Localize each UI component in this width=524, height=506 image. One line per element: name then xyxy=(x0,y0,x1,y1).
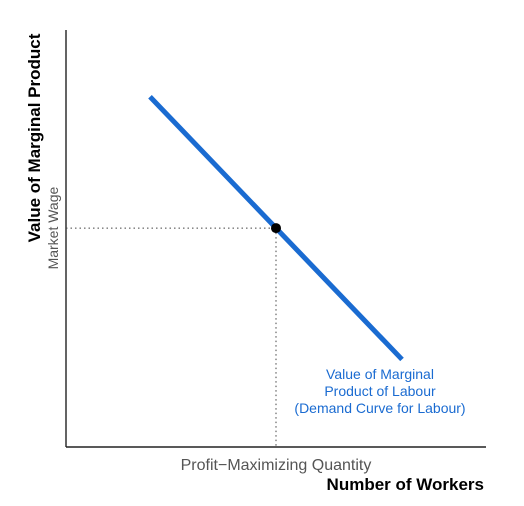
y-tick-label: Market Wage xyxy=(45,186,61,269)
curve-label-line-3: (Demand Curve for Labour) xyxy=(294,400,465,416)
x-axis-title: Number of Workers xyxy=(327,475,484,494)
curve-label-line-1: Value of Marginal xyxy=(326,366,434,382)
x-tick-label: Profit−Maximizing Quantity xyxy=(181,457,372,474)
equilibrium-point xyxy=(271,223,281,234)
curve-label-line-2: Product of Labour xyxy=(324,383,436,399)
y-axis-title: Value of Marginal Product xyxy=(25,33,44,242)
curve-label: Value of Marginal Product of Labour (Dem… xyxy=(294,366,465,416)
plot-area xyxy=(65,30,486,448)
